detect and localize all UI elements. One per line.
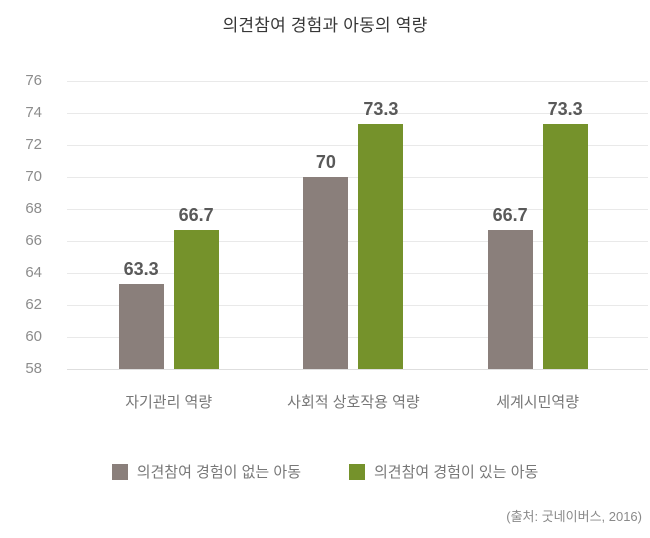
y-tick-label: 74 (25, 104, 42, 121)
plot-area: 63.3 66.7 70 73.3 66.7 73.3 (67, 81, 648, 370)
legend-label: 의견참여 경험이 없는 아동 (136, 464, 301, 481)
y-tick-label: 66 (25, 232, 42, 249)
y-axis: 58 60 62 64 66 68 70 72 74 76 (0, 0, 44, 538)
gridline (67, 369, 648, 370)
source-note: (출처: 굿네이버스, 2016) (506, 509, 642, 524)
x-tick-label: 세계시민역량 (496, 394, 580, 411)
y-tick-label: 60 (25, 328, 42, 345)
legend-item: 의견참여 경험이 없는 아동 (111, 461, 301, 482)
chart-title: 의견참여 경험과 아동의 역량 (222, 16, 428, 35)
y-tick-label: 62 (25, 296, 42, 313)
bar-value-label: 66.7 (178, 204, 214, 225)
bar (173, 229, 219, 369)
gridline (67, 177, 648, 178)
gridline (67, 81, 648, 82)
gridline (67, 113, 648, 114)
bar-value-label: 73.3 (363, 99, 399, 120)
gridline (67, 273, 648, 274)
gridline (67, 145, 648, 146)
gridline (67, 337, 648, 338)
legend-swatch (349, 463, 365, 480)
bar-value-label: 70 (315, 152, 336, 172)
y-tick-label: 70 (25, 168, 42, 185)
y-tick-label: 64 (25, 264, 42, 281)
bar-value-label: 63.3 (123, 259, 159, 280)
legend: 의견참여 경험이 없는 아동 의견참여 경험이 있는 아동 (0, 461, 650, 482)
bar (487, 229, 533, 369)
y-tick-label: 68 (25, 200, 42, 217)
x-tick-label: 자기관리 역량 (125, 394, 213, 411)
x-tick-label: 사회적 상호작용 역량 (287, 394, 420, 411)
y-tick-label: 58 (25, 360, 42, 377)
bar (118, 284, 164, 369)
legend-label: 의견참여 경험이 있는 아동 (374, 464, 539, 481)
y-tick-label: 72 (25, 136, 42, 153)
bar (358, 124, 404, 369)
gridline (67, 209, 648, 210)
legend-swatch (111, 463, 128, 480)
legend-item: 의견참여 경험이 있는 아동 (349, 461, 538, 482)
bar (542, 124, 588, 369)
gridline (67, 241, 648, 242)
bar-value-label: 66.7 (492, 204, 528, 225)
x-axis: 자기관리 역량 사회적 상호작용 역량 세계시민역량 (0, 393, 650, 415)
bar-value-label: 73.3 (547, 99, 583, 120)
bar (303, 177, 349, 369)
y-tick-label: 76 (25, 72, 42, 89)
gridline (67, 305, 648, 306)
